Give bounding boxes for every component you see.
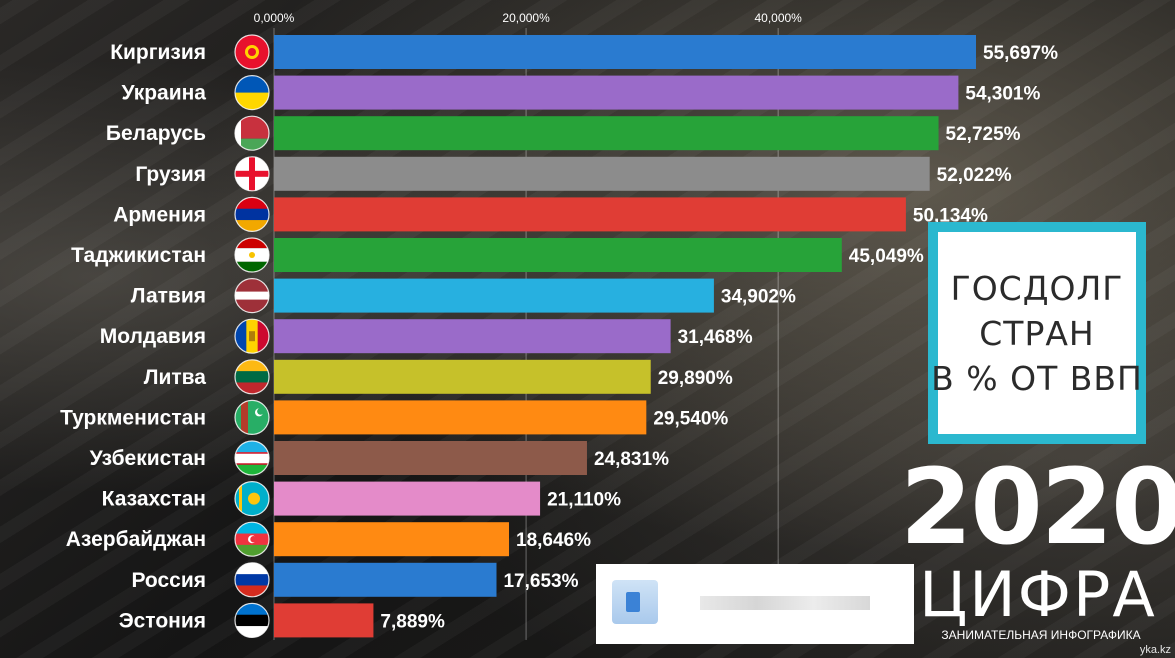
blurred-text xyxy=(700,596,870,610)
armenia-flag-icon xyxy=(235,197,269,232)
value-label: 18,646% xyxy=(516,530,591,551)
bar xyxy=(274,603,374,638)
flag-ring xyxy=(234,521,270,557)
flag-ring xyxy=(234,359,270,395)
flag-ring xyxy=(234,115,270,151)
tajikistan-flag-icon xyxy=(235,238,269,272)
category-label: Узбекистан xyxy=(90,447,206,470)
bar xyxy=(274,278,714,313)
value-label: 55,697% xyxy=(983,43,1058,64)
azerbaijan-flag-icon xyxy=(235,522,269,557)
value-label: 50,134% xyxy=(913,205,988,226)
bar xyxy=(274,359,651,394)
value-label: 52,725% xyxy=(946,124,1021,145)
category-label: Литва xyxy=(144,366,207,389)
georgia-flag-icon xyxy=(235,156,269,191)
flag-ring xyxy=(234,34,270,70)
moldova-flag-icon xyxy=(235,319,269,354)
kazakhstan-flag-icon xyxy=(235,481,269,516)
blurred-app-icon xyxy=(612,580,658,624)
category-label: Киргизия xyxy=(110,41,206,64)
flag-ring xyxy=(234,237,270,273)
flag-ring xyxy=(234,481,270,517)
value-label: 52,022% xyxy=(937,165,1012,186)
belarus-flag-icon xyxy=(235,116,269,151)
site-watermark: yka.kz xyxy=(1139,644,1171,656)
title-line-3: В % ОТ ВВП xyxy=(931,358,1143,398)
value-label: 29,540% xyxy=(653,408,728,429)
bar xyxy=(274,75,959,110)
bar xyxy=(274,116,939,151)
category-label: Грузия xyxy=(135,163,206,186)
flag-ring xyxy=(234,318,270,354)
flag-ring xyxy=(234,602,270,639)
value-label: 24,831% xyxy=(594,449,669,470)
category-label: Армения xyxy=(113,203,206,226)
kyrgyzstan-flag-icon xyxy=(235,35,269,69)
turkmenistan-flag-icon xyxy=(235,400,269,435)
flag-ring xyxy=(234,278,270,314)
category-label: Россия xyxy=(131,569,206,592)
flag-ring xyxy=(234,196,270,232)
value-label: 29,890% xyxy=(658,368,733,389)
bar xyxy=(274,35,976,69)
brand-logo: ЦИФРА xyxy=(919,558,1157,631)
x-tick-label: 40,000% xyxy=(754,11,802,25)
x-tick-label: 20,000% xyxy=(502,11,550,25)
title-box: ГОСДОЛГ СТРАН В % ОТ ВВП xyxy=(928,222,1146,444)
category-label: Латвия xyxy=(131,285,206,308)
flag-ring xyxy=(234,74,270,111)
title-line-1: ГОСДОЛГ xyxy=(950,268,1124,308)
bar xyxy=(274,562,497,597)
category-label: Таджикистан xyxy=(71,244,206,267)
title-line-2: СТРАН xyxy=(979,313,1095,353)
value-label: 21,110% xyxy=(547,490,621,511)
category-label: Молдавия xyxy=(100,325,206,348)
category-label: Азербайджан xyxy=(66,528,206,551)
value-label: 31,468% xyxy=(678,327,753,348)
category-label: Эстония xyxy=(119,609,206,632)
bar xyxy=(274,197,906,232)
year-label: 2020 xyxy=(900,446,1175,568)
flag-ring xyxy=(234,440,270,476)
bar xyxy=(274,238,842,272)
russia-flag-icon xyxy=(235,562,269,597)
flag-ring xyxy=(234,399,270,435)
category-label: Туркменистан xyxy=(60,406,206,429)
value-label: 54,301% xyxy=(965,84,1040,105)
value-label: 45,049% xyxy=(849,246,924,267)
value-label: 17,653% xyxy=(503,571,578,592)
bar xyxy=(274,156,930,191)
lithuania-flag-icon xyxy=(235,359,269,394)
category-label: Казахстан xyxy=(102,488,206,511)
value-label: 7,889% xyxy=(380,611,445,632)
latvia-flag-icon xyxy=(235,278,269,313)
brand-tagline: ЗАНИМАТЕЛЬНАЯ ИНФОГРАФИКА xyxy=(941,628,1141,642)
bar xyxy=(274,481,541,516)
flag-ring xyxy=(234,562,270,598)
x-tick-label: 0,000% xyxy=(254,11,295,25)
bar xyxy=(274,522,510,557)
estonia-flag-icon xyxy=(235,603,269,638)
category-label: Украина xyxy=(121,82,206,105)
ukraine-flag-icon xyxy=(235,75,269,110)
category-label: Беларусь xyxy=(106,122,206,145)
bar xyxy=(274,400,647,435)
bar xyxy=(274,441,587,475)
value-label: 34,902% xyxy=(721,287,796,308)
uzbekistan-flag-icon xyxy=(235,441,269,475)
bar xyxy=(274,319,671,354)
flag-ring xyxy=(234,156,270,192)
